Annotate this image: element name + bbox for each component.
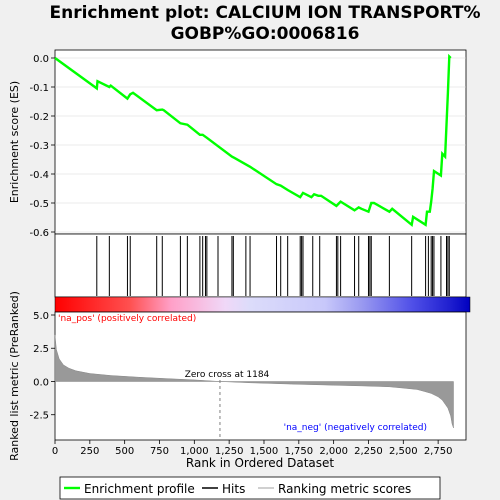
ranking-color-bar	[54, 296, 471, 313]
rank-x-tick-label: 0	[52, 446, 58, 457]
rank-y-tick-label: -2.5	[29, 411, 49, 422]
rank-x-tick-label: 1,250	[215, 446, 244, 457]
rank-x-axis: 0 250 500 750 1,000 1,250 1,500 1,750 2,000 2,250…	[52, 440, 453, 457]
chart-title-line2: GOBP%GO:0006816	[171, 24, 360, 44]
rank-x-tick-label: 750	[150, 446, 169, 457]
rank-x-tick-label: 500	[115, 446, 134, 457]
enrichment-profile-line	[54, 53, 452, 228]
es-y-axis-label: Enrichment score (ES)	[8, 81, 21, 203]
es-y-tick-label: 0.0	[33, 54, 49, 65]
rank-x-axis-label: Rank in Ordered Dataset	[186, 456, 334, 470]
rank-y-axis-label: Ranked list metric (PreRanked)	[8, 291, 21, 461]
legend-box	[59, 476, 441, 500]
rank-x-tick-label: 1,500	[250, 446, 279, 457]
legend-hits-label: Hits	[222, 482, 245, 496]
neg-correlated-label: 'na_neg' (negatively correlated)	[284, 423, 427, 433]
rank-x-tick-label: 2,250	[354, 446, 383, 457]
es-y-axis: 0.0 -0.1 -0.2 -0.3 -0.4 -0.5 -0.6	[29, 54, 55, 239]
es-panel	[54, 49, 467, 235]
rank-y-axis: 5.0 2.5 0.0 -2.5	[29, 311, 55, 422]
rank-x-tick-label: 1,000	[180, 446, 209, 457]
rank-x-tick-label: 1,750	[284, 446, 313, 457]
rank-metric-panel	[54, 311, 467, 441]
zero-cross-label: Zero cross at 1184	[185, 370, 270, 380]
es-y-tick-label: -0.4	[29, 170, 49, 181]
rank-x-tick-label: 2,500	[389, 446, 418, 457]
es-y-tick-label: -0.5	[29, 199, 49, 210]
hits-markers	[96, 236, 450, 296]
hits-panel	[54, 233, 467, 298]
ranking-metric-area	[54, 334, 454, 429]
rank-x-tick-label: 250	[80, 446, 99, 457]
es-y-tick-label: -0.1	[29, 83, 49, 94]
rank-y-tick-label: 5.0	[33, 311, 49, 322]
legend-enrichment-label: Enrichment profile	[84, 482, 195, 496]
es-y-tick-label: -0.2	[29, 112, 49, 123]
rank-x-tick-label: 2,750	[424, 446, 453, 457]
legend-ranking-label: Ranking metric scores	[278, 482, 411, 496]
chart-title-line1: Enrichment plot: CALCIUM ION TRANSPORT%	[49, 3, 480, 23]
es-y-tick-label: -0.6	[29, 228, 49, 239]
rank-y-tick-label: 0.0	[33, 377, 49, 388]
rank-x-tick-label: 2,000	[319, 446, 348, 457]
pos-correlated-label: 'na_pos' (positively correlated)	[58, 314, 196, 324]
rank-y-tick-label: 2.5	[33, 344, 49, 355]
es-y-tick-label: -0.3	[29, 141, 49, 152]
